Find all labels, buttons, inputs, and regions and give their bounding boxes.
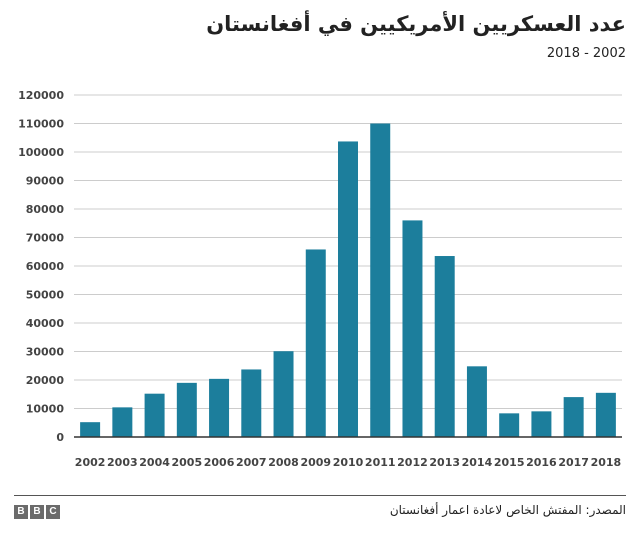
bar <box>144 393 165 437</box>
chart-title: عدد العسكريين الأمريكيين في أفغانستان <box>206 12 626 36</box>
x-tick-label: 2015 <box>494 456 525 469</box>
bar-chart: 0 10000 20000 30000 40000 50000 60000 70000 8000… <box>18 89 622 469</box>
bar <box>402 220 423 437</box>
x-tick-label: 2007 <box>236 456 267 469</box>
bar <box>466 366 487 437</box>
bar <box>531 411 552 437</box>
bar <box>338 141 358 437</box>
logo-letter: B <box>30 505 44 519</box>
y-tick-label: 10000 <box>26 403 65 416</box>
chart-subtitle: 2018 - 2002 <box>546 46 626 61</box>
x-tick-label: 2005 <box>172 456 203 469</box>
x-tick-label: 2009 <box>300 456 331 469</box>
y-tick-label: 20000 <box>26 374 65 387</box>
y-tick-label: 40000 <box>26 317 65 330</box>
footer-divider <box>14 495 626 496</box>
y-tick-label: 110000 <box>18 118 64 131</box>
bar <box>209 378 230 437</box>
y-tick-label: 120000 <box>18 89 64 102</box>
x-tick-label: 2002 <box>75 456 106 469</box>
x-tick-label: 2013 <box>429 456 460 469</box>
x-tick-label: 2014 <box>462 456 493 469</box>
x-tick-label: 2004 <box>139 456 170 469</box>
logo-letter: B <box>14 505 28 519</box>
x-tick-label: 2010 <box>333 456 364 469</box>
bar <box>499 413 520 437</box>
x-tick-label: 2012 <box>397 456 428 469</box>
x-tick-label: 2018 <box>591 456 622 469</box>
bar <box>563 397 584 437</box>
bar <box>112 407 133 437</box>
y-tick-label: 100000 <box>18 146 64 159</box>
logo-letter: C <box>46 505 60 519</box>
bar <box>595 392 616 437</box>
bar <box>305 249 326 437</box>
bar <box>241 369 262 437</box>
y-tick-label: 30000 <box>26 346 65 359</box>
y-tick-label: 50000 <box>26 289 65 302</box>
x-tick-label: 2008 <box>268 456 299 469</box>
bbc-logo: B B C <box>14 505 60 519</box>
y-tick-label: 70000 <box>26 232 65 245</box>
bar <box>370 123 391 437</box>
x-tick-label: 2003 <box>107 456 138 469</box>
bar <box>273 351 294 437</box>
y-tick-label: 90000 <box>26 175 65 188</box>
x-tick-label: 2011 <box>365 456 396 469</box>
y-tick-label: 0 <box>56 431 64 444</box>
bar <box>176 382 197 437</box>
source-note: المصدر: المفتش الخاص لاعادة اعمار أفغانس… <box>389 503 626 517</box>
bar <box>80 422 101 437</box>
y-tick-label: 80000 <box>26 203 65 216</box>
bar <box>434 256 455 437</box>
x-tick-label: 2017 <box>558 456 589 469</box>
y-tick-label: 60000 <box>26 260 65 273</box>
x-tick-label: 2006 <box>204 456 235 469</box>
x-tick-label: 2016 <box>526 456 557 469</box>
